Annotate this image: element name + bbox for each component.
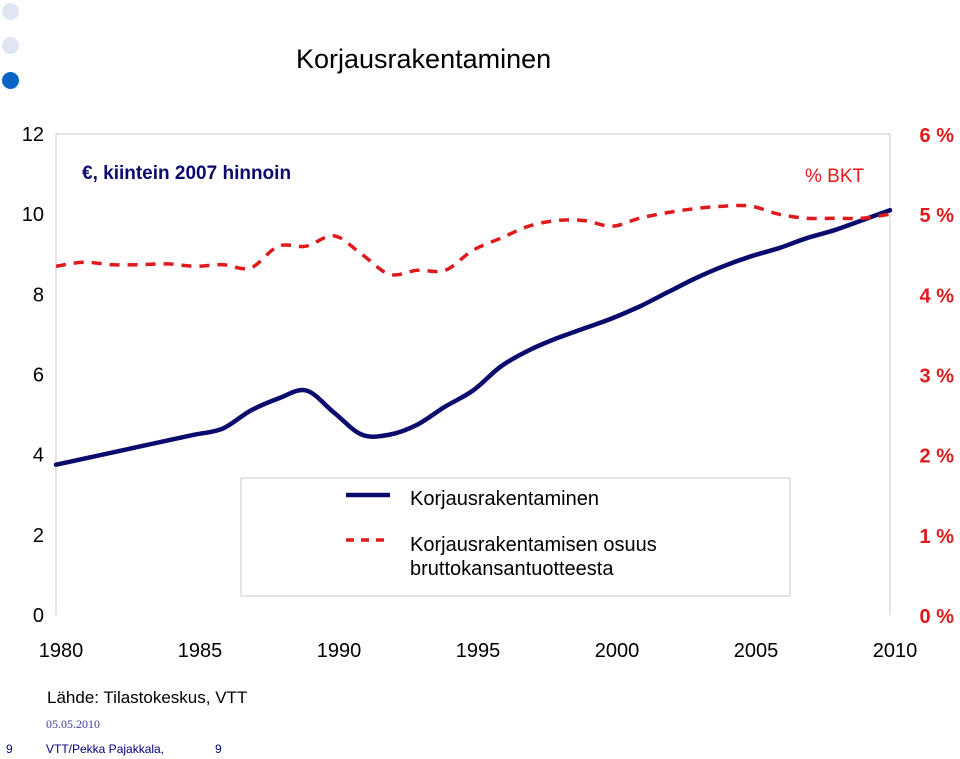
y-right-tick-label: 6 % xyxy=(920,125,955,147)
y-left-tick-labels: 0 2 4 6 8 10 12 xyxy=(22,124,44,627)
footer-author: VTT/Pekka Pajakkala, xyxy=(46,742,165,756)
line-chart: 0 2 4 6 8 10 12 0 % 1 % 2 % 3 % 4 % 5 % 6 % 1980 1985… xyxy=(22,124,955,662)
y-left-tick-label: 0 xyxy=(33,605,44,627)
y-right-tick-label: 2 % xyxy=(920,446,955,468)
y-left-tick-label: 8 xyxy=(33,284,44,306)
y-left-tick-label: 6 xyxy=(33,365,44,387)
slide-date: 05.05.2010 xyxy=(46,717,100,731)
legend-label-osuus-line2: bruttokansantuotteesta xyxy=(410,558,614,580)
y-right-tick-label: 5 % xyxy=(920,205,955,227)
x-tick-label: 2005 xyxy=(734,640,779,662)
y-left-axis-label: €, kiintein 2007 hinnoin xyxy=(82,163,291,184)
legend-box xyxy=(240,477,791,597)
y-left-tick-label: 12 xyxy=(22,124,44,146)
x-tick-label: 2000 xyxy=(595,640,640,662)
y-left-tick-label: 10 xyxy=(22,204,44,226)
legend-label-osuus-line1: Korjausrakentamisen osuus xyxy=(410,534,657,556)
x-tick-label: 1995 xyxy=(456,640,501,662)
legend-label-korjausrakentaminen: Korjausrakentaminen xyxy=(410,488,599,510)
x-tick-label: 2010 xyxy=(873,640,918,662)
source-note: Lähde: Tilastokeskus, VTT xyxy=(47,688,248,707)
legend: Korjausrakentaminen Korjausrakentamisen … xyxy=(240,477,791,597)
y-right-tick-label: 3 % xyxy=(920,366,955,388)
decor-dot-2 xyxy=(2,37,19,54)
y-right-axis-label: % BKT xyxy=(805,166,865,187)
decor-dot-3 xyxy=(2,72,19,89)
x-tick-label: 1980 xyxy=(39,640,84,662)
y-left-tick-label: 2 xyxy=(33,525,44,547)
decor-dot-1 xyxy=(2,3,19,20)
y-left-tick-label: 4 xyxy=(33,445,44,467)
x-tick-label: 1985 xyxy=(178,640,223,662)
slide-title: Korjausrakentaminen xyxy=(296,44,552,74)
slide-number-left: 9 xyxy=(6,742,13,756)
x-tick-labels: 1980 1985 1990 1995 2000 2005 2010 xyxy=(39,640,918,662)
y-right-tick-label: 0 % xyxy=(920,606,955,628)
series-line-osuus-bkt xyxy=(55,203,891,277)
x-tick-label: 1990 xyxy=(317,640,362,662)
y-right-tick-label: 1 % xyxy=(920,526,955,548)
series-line-korjausrakentaminen xyxy=(53,207,893,467)
footer-page-number: 9 xyxy=(215,742,222,756)
y-right-tick-labels: 0 % 1 % 2 % 3 % 4 % 5 % 6 % xyxy=(920,125,955,628)
y-right-tick-label: 4 % xyxy=(920,285,955,307)
